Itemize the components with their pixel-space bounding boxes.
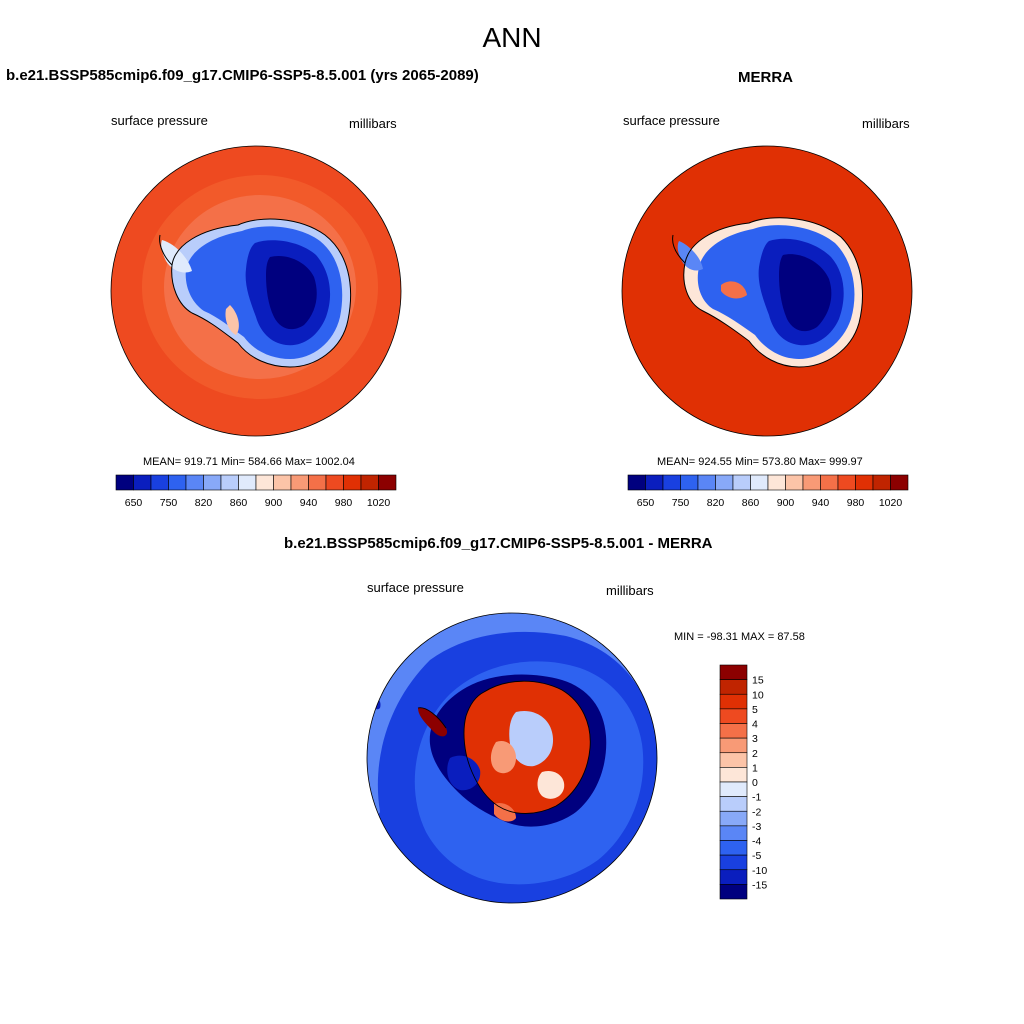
colorbar-tick-label: 5 — [752, 704, 758, 716]
colorbar-tick-label: 1 — [752, 762, 758, 774]
panel-2-units-label: millibars — [862, 116, 910, 131]
colorbar-tick-label: 860 — [742, 497, 760, 509]
panel-1-polar-map — [110, 145, 402, 437]
colorbar-box — [719, 693, 748, 710]
colorbar-box — [719, 825, 748, 841]
colorbar-box — [715, 474, 734, 491]
colorbar-tick-label: 900 — [777, 497, 795, 509]
panel-3-units-label: millibars — [606, 583, 654, 598]
colorbar-box — [185, 474, 204, 491]
colorbar-box — [719, 723, 748, 739]
colorbar-box — [133, 474, 152, 491]
panel-2-title: MERRA — [738, 69, 793, 86]
colorbar-box — [697, 474, 716, 491]
colorbar-box — [220, 474, 239, 491]
colorbar-box — [719, 679, 748, 695]
colorbar-box — [855, 474, 874, 491]
colorbar-box — [719, 752, 748, 768]
colorbar-box — [719, 810, 748, 827]
colorbar-box — [767, 474, 786, 491]
colorbar-box — [645, 474, 664, 491]
colorbar-box — [820, 474, 839, 491]
colorbar-box — [115, 474, 134, 491]
colorbar-tick-label: 860 — [230, 497, 248, 509]
colorbar-box — [837, 474, 856, 491]
colorbar-tick-label: 940 — [812, 497, 830, 509]
panel-2-variable-label: surface pressure — [623, 113, 720, 128]
colorbar-box — [719, 767, 748, 783]
colorbar-tick-label: -15 — [752, 879, 767, 891]
colorbar-tick-label: 820 — [195, 497, 213, 509]
colorbar-tick-label: 0 — [752, 777, 758, 789]
colorbar-box — [802, 474, 821, 491]
colorbar-box — [378, 474, 397, 491]
colorbar-box — [290, 474, 309, 491]
colorbar-tick-label: -4 — [752, 836, 761, 848]
colorbar-box — [203, 474, 222, 491]
colorbar-box — [273, 474, 292, 491]
panel-2-polar-map — [621, 145, 913, 437]
colorbar-box — [168, 474, 187, 491]
colorbar-box — [680, 474, 699, 491]
colorbar-box — [719, 796, 748, 812]
colorbar-tick-label: 980 — [847, 497, 865, 509]
colorbar-box — [255, 474, 274, 491]
colorbar-box — [872, 474, 891, 491]
colorbar-box — [719, 708, 748, 724]
colorbar-box — [890, 474, 909, 491]
colorbar-tick-label: -5 — [752, 850, 761, 862]
colorbar-tick-label: 980 — [335, 497, 353, 509]
colorbar-box — [719, 884, 748, 900]
colorbar-box — [719, 854, 748, 871]
colorbar-tick-label: -2 — [752, 806, 761, 818]
colorbar-tick-label: 3 — [752, 733, 758, 745]
colorbar-box — [732, 474, 751, 491]
colorbar-tick-label: -3 — [752, 821, 761, 833]
colorbar-box — [719, 664, 748, 680]
colorbar-tick-label: 1020 — [879, 497, 903, 509]
colorbar-tick-label: 10 — [752, 689, 764, 701]
panel-3-stats: MIN = -98.31 MAX = 87.58 — [674, 631, 805, 643]
panel-2-stats: MEAN= 924.55 Min= 573.80 Max= 999.97 — [657, 456, 863, 468]
colorbar-box — [238, 474, 257, 491]
colorbar-box — [308, 474, 327, 491]
colorbar-tick-label: 1020 — [367, 497, 391, 509]
panel-3-polar-map — [366, 612, 658, 904]
colorbar-tick-label: 750 — [672, 497, 690, 509]
panel-1-variable-label: surface pressure — [111, 113, 208, 128]
colorbar-box — [719, 737, 748, 754]
page-title: ANN — [482, 22, 542, 53]
panel-1-stats: MEAN= 919.71 Min= 584.66 Max= 1002.04 — [143, 456, 355, 468]
colorbar-box — [150, 474, 169, 491]
colorbar-box — [627, 474, 646, 491]
colorbar-tick-label: 15 — [752, 675, 764, 687]
colorbar-tick-label: 4 — [752, 719, 758, 731]
colorbar-box — [719, 869, 748, 885]
panel-3-variable-label: surface pressure — [367, 580, 464, 595]
colorbar-box — [360, 474, 379, 491]
panel-1-colorbar: 650 750 820 860 900 940 980 1020 — [115, 474, 397, 509]
colorbar-tick-label: 900 — [265, 497, 283, 509]
colorbar-tick-label: 650 — [125, 497, 143, 509]
colorbar-tick-label: 820 — [707, 497, 725, 509]
colorbar-box — [662, 474, 681, 491]
colorbar-tick-label: 940 — [300, 497, 318, 509]
panel-2-colorbar: 650 750 820 860 900 940 980 1020 — [627, 474, 909, 509]
colorbar-tick-label: -1 — [752, 792, 761, 804]
colorbar-tick-label: 2 — [752, 748, 758, 760]
panel-1-units-label: millibars — [349, 116, 397, 131]
colorbar-box — [719, 840, 748, 856]
colorbar-tick-label: 750 — [160, 497, 178, 509]
colorbar-tick-label: -10 — [752, 865, 767, 877]
colorbar-box — [343, 474, 362, 491]
panel-3-title: b.e21.BSSP585cmip6.f09_g17.CMIP6-SSP5-8.… — [284, 535, 713, 552]
colorbar-box — [719, 781, 748, 797]
colorbar-box — [750, 474, 769, 491]
colorbar-box — [325, 474, 344, 491]
panel-1-title: b.e21.BSSP585cmip6.f09_g17.CMIP6-SSP5-8.… — [6, 67, 479, 84]
colorbar-box — [785, 474, 804, 491]
colorbar-tick-label: 650 — [637, 497, 655, 509]
